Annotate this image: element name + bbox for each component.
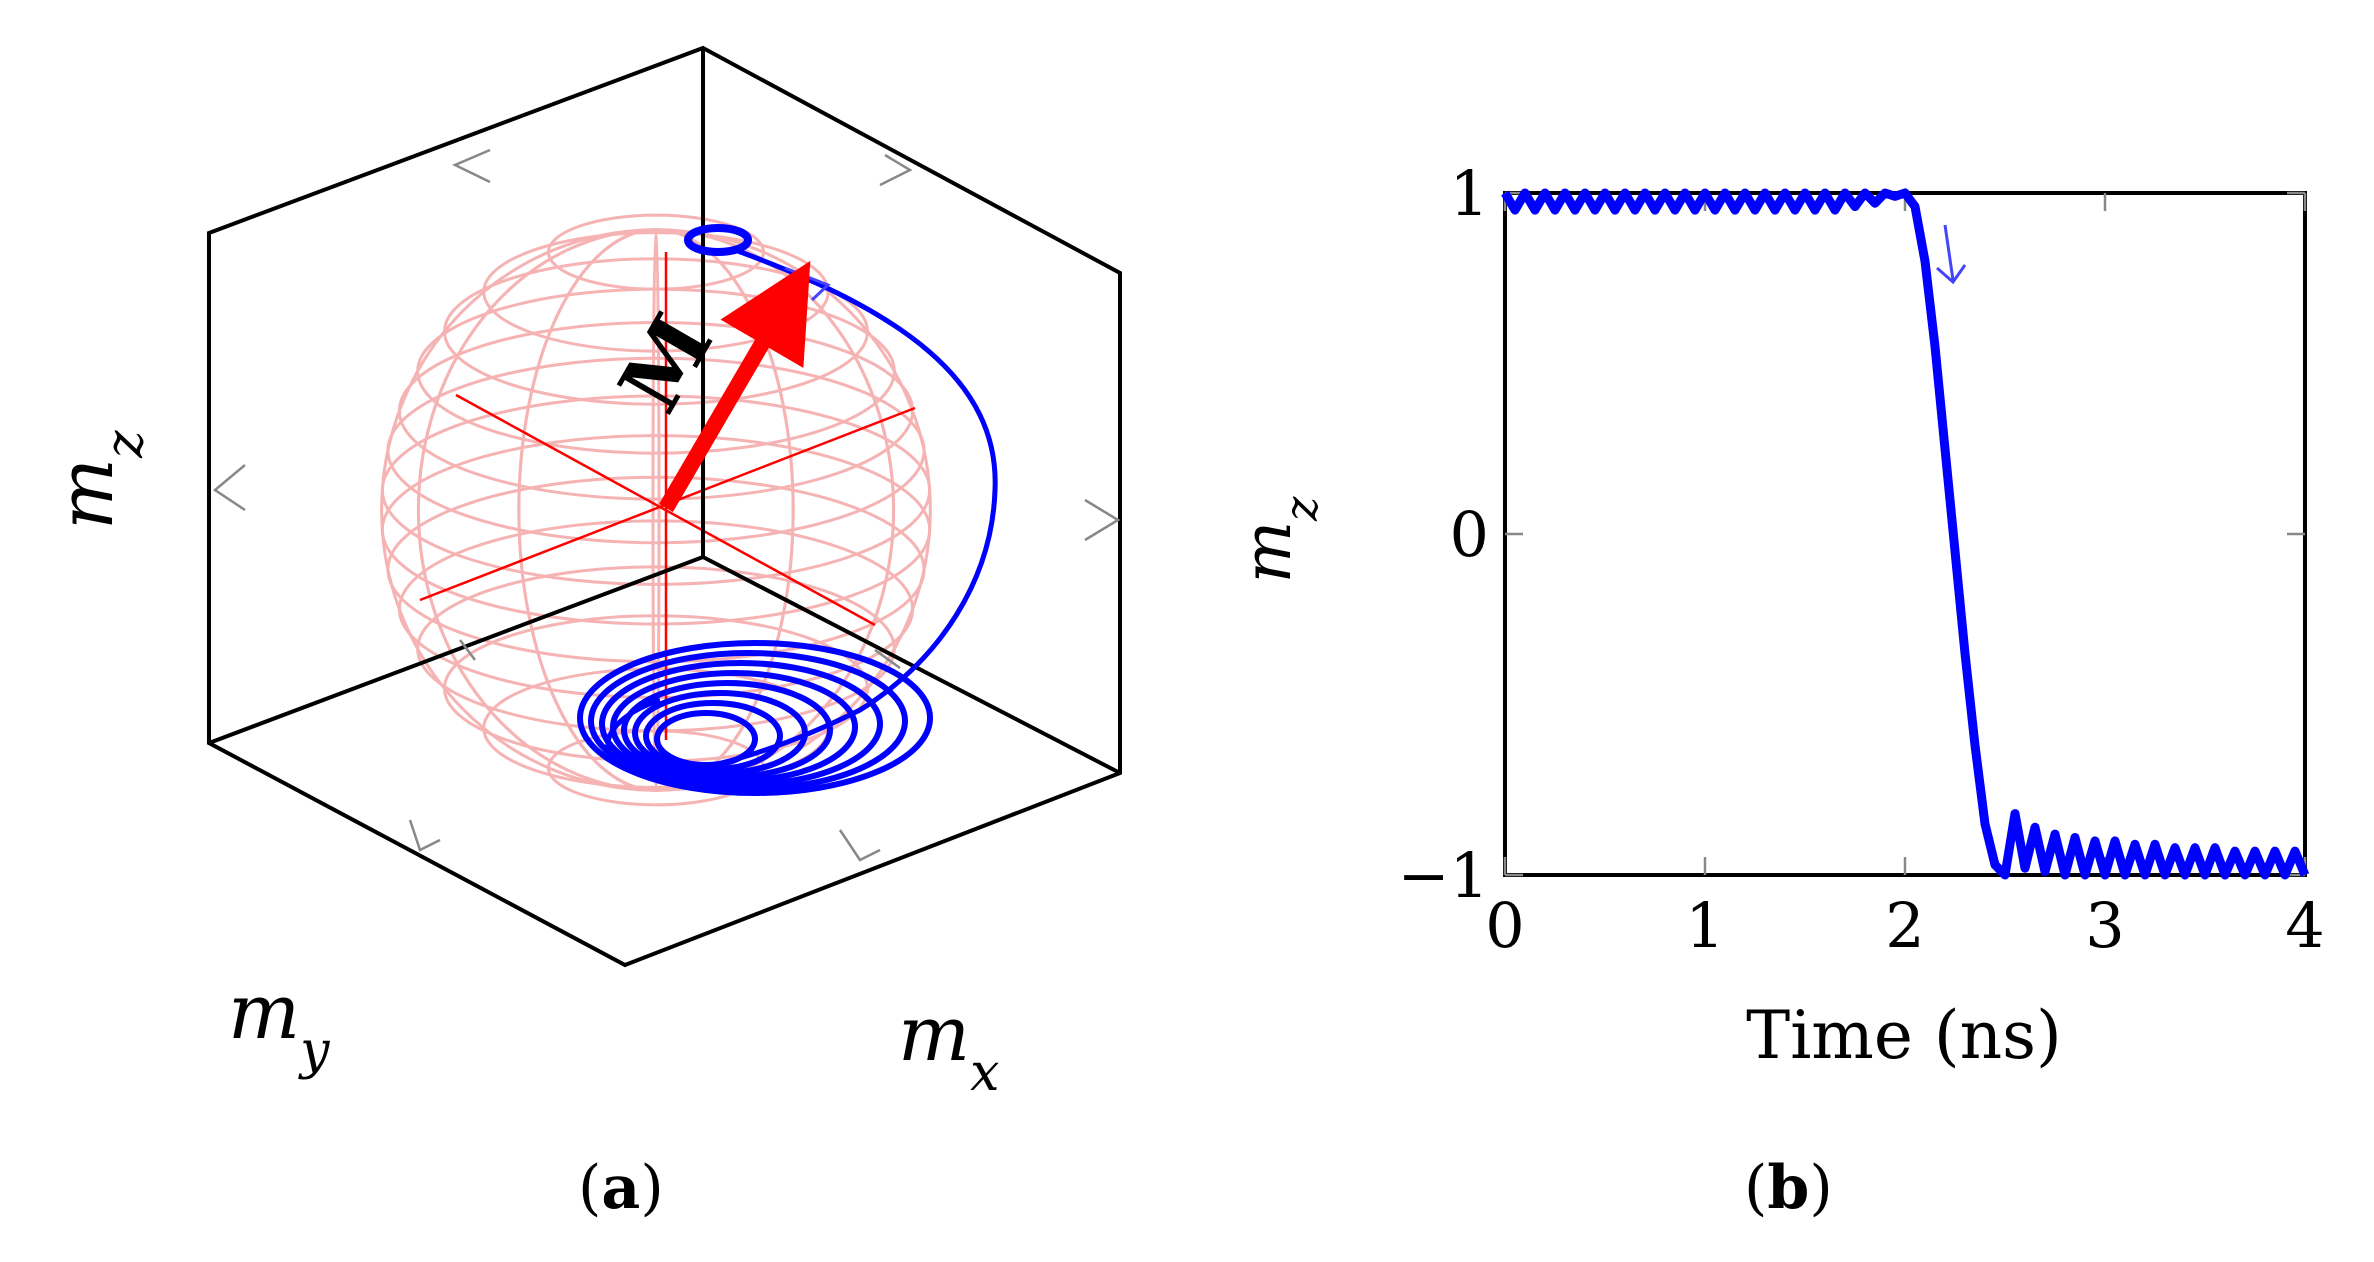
panel-a-letter: a xyxy=(601,1153,640,1223)
trajectory-start-loop xyxy=(684,224,752,256)
series-direction-arrow xyxy=(1936,224,1967,285)
x-ticks: 0 1 2 3 4 xyxy=(1485,193,2325,962)
axis-label-my: my xyxy=(228,967,330,1081)
axis-label-mz-base: m xyxy=(41,458,130,530)
axis-label-my-sub: y xyxy=(298,1021,330,1081)
x-tick-label: 3 xyxy=(2085,889,2124,962)
plot-frame xyxy=(1503,191,2307,877)
vector-label: M xyxy=(600,298,732,428)
tick-mark xyxy=(1084,498,1121,542)
axis-label-mz-3d: mz xyxy=(41,430,155,530)
spiral-loop xyxy=(588,650,908,792)
y-tick-label: 0 xyxy=(1450,498,1489,571)
panel-a-paren-open: ( xyxy=(578,1153,601,1223)
panel-a-paren-close: ) xyxy=(640,1153,663,1223)
y-ticks: −1 0 1 xyxy=(1398,157,2305,912)
spiral-loop xyxy=(654,710,758,768)
tick-mark xyxy=(879,153,913,187)
sphere-latitude-ring xyxy=(380,434,932,626)
y-tick-label: 1 xyxy=(1450,157,1489,230)
tick-mark xyxy=(459,639,476,661)
spiral-loop xyxy=(599,660,883,788)
sphere-latitude-ring xyxy=(380,394,932,586)
spiral-loop xyxy=(610,670,858,784)
x-tick-label: 1 xyxy=(1685,889,1724,962)
panel-label-b: (b) xyxy=(1744,1153,1833,1223)
tick-mark xyxy=(408,819,441,852)
cube-ticks xyxy=(212,148,1121,862)
magnetization-vector-arrow xyxy=(659,260,811,513)
x-tick-label: 4 xyxy=(2285,889,2324,962)
panel-b-paren-close: ) xyxy=(1809,1153,1832,1223)
y-axis-label-sub: z xyxy=(1274,496,1328,522)
tick-mark xyxy=(838,829,881,862)
y-axis-label: mz xyxy=(1229,496,1328,584)
y-axis-label-base: m xyxy=(1229,521,1306,584)
panel-b-paren-open: ( xyxy=(1744,1153,1767,1223)
spiral-loop xyxy=(577,640,933,796)
sphere-longitude-ring xyxy=(416,228,896,792)
y-tick-label: −1 xyxy=(1398,839,1489,912)
mz-series xyxy=(1501,188,2310,880)
panel-b-letter: b xyxy=(1767,1153,1809,1223)
trajectory-end-spiral xyxy=(577,640,933,796)
tick-mark xyxy=(212,464,246,512)
spiral-loop xyxy=(621,680,833,780)
spiral-loop xyxy=(632,690,808,776)
axis-label-mx-sub: x xyxy=(970,1043,999,1103)
cube-outline xyxy=(207,45,1122,968)
magnetization-trajectory xyxy=(577,224,998,796)
panel-a-3d-plot: M mz my mx (a) xyxy=(41,45,1122,1223)
tick-mark xyxy=(451,148,491,184)
inner-axis-y xyxy=(455,393,876,627)
cube-edge-right xyxy=(702,555,1121,775)
cube-edge-left xyxy=(208,555,704,745)
axis-label-mz-sub: z xyxy=(95,430,155,459)
axis-label-mx-base: m xyxy=(898,989,970,1078)
x-axis-label: Time (ns) xyxy=(1746,997,2062,1074)
x-tick-label: 0 xyxy=(1485,889,1524,962)
cube-frame xyxy=(207,45,1122,968)
axis-label-my-base: m xyxy=(228,967,300,1056)
spiral-loop xyxy=(643,700,783,772)
axis-label-mx: mx xyxy=(898,989,999,1103)
tick-mark xyxy=(874,648,901,670)
panel-label-a: (a) xyxy=(578,1153,664,1223)
x-tick-label: 2 xyxy=(1885,889,1924,962)
mz-series-line xyxy=(1501,188,2310,880)
sphere-latitude-ring xyxy=(397,519,915,699)
